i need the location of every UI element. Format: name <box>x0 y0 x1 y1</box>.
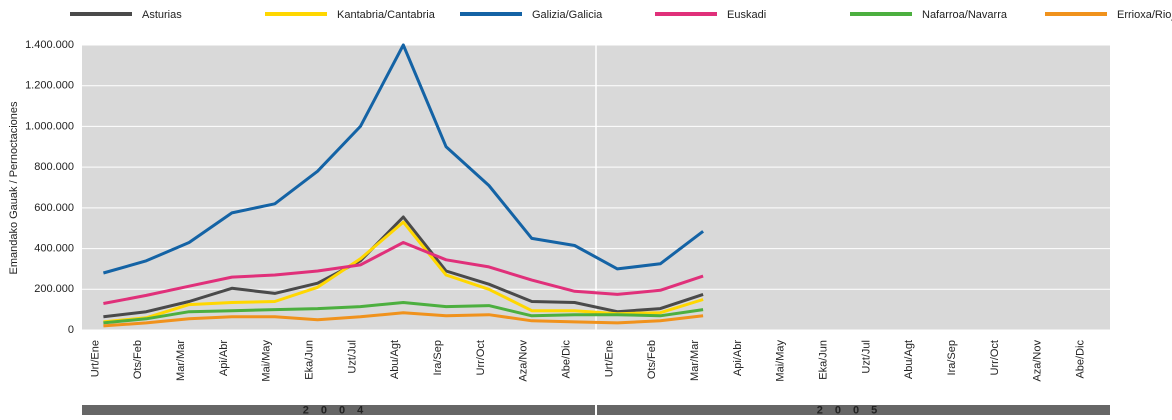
x-tick-label: Urr/Oct <box>475 340 487 375</box>
y-axis-label: Emandako Gauak / Pernoctaciones <box>8 101 20 275</box>
y-tick-label: 400.000 <box>34 242 74 254</box>
y-tick-label: 600.000 <box>34 202 74 214</box>
x-tick-label: Aza/Nov <box>518 340 530 382</box>
series-line <box>102 43 705 275</box>
legend-label: Errioxa/Rioja <box>1117 9 1172 21</box>
x-tick-label: Mar/Mar <box>689 340 701 381</box>
x-tick-label: Ira/Sep <box>946 340 958 375</box>
x-tick-label: Abu/Agt <box>389 340 401 379</box>
x-tick-label: Eka/Jun <box>817 340 829 380</box>
y-tick-label: 200.000 <box>34 283 74 295</box>
x-tick-label: Ira/Sep <box>432 340 444 375</box>
legend-label: Kantabria/Cantabria <box>337 9 436 21</box>
year-band <box>597 405 1110 415</box>
year-band <box>82 405 595 415</box>
series-line <box>103 311 704 328</box>
x-tick-label: Eka/Jun <box>303 340 315 380</box>
x-tick-label: Uzt/Jul <box>346 340 358 374</box>
year-label: 2005 <box>817 404 889 416</box>
x-tick-label: Urr/Oct <box>989 340 1001 375</box>
x-tick-label: Abe/Dic <box>1074 340 1086 379</box>
x-tick-label: Urt/Ene <box>603 340 615 377</box>
x-tick-label: Mai/May <box>261 340 273 382</box>
x-tick-label: Abe/Dic <box>560 340 572 379</box>
legend-label: Nafarroa/Navarra <box>922 9 1008 21</box>
year-label: 2004 <box>303 404 375 416</box>
x-tick-label: Aza/Nov <box>1032 340 1044 382</box>
legend-label: Galizia/Galicia <box>532 9 603 21</box>
x-tick-label: Api/Abr <box>218 340 230 376</box>
y-tick-label: 800.000 <box>34 161 74 173</box>
x-tick-label: Ots/Feb <box>132 340 144 379</box>
x-tick-label: Mar/Mar <box>175 340 187 381</box>
y-tick-label: 0 <box>68 324 74 336</box>
y-tick-label: 1.400.000 <box>25 39 74 51</box>
x-tick-label: Abu/Agt <box>903 340 915 379</box>
series-line <box>103 241 704 305</box>
x-tick-label: Api/Abr <box>732 340 744 376</box>
series-line <box>103 215 704 319</box>
legend-label: Euskadi <box>727 9 766 21</box>
series-line <box>103 220 704 324</box>
x-tick-label: Urt/Ene <box>89 340 101 377</box>
legend-label: Asturias <box>142 9 182 21</box>
x-tick-label: Mai/May <box>775 340 787 382</box>
series-line <box>103 301 704 325</box>
y-tick-label: 1.000.000 <box>25 120 74 132</box>
x-tick-label: Uzt/Jul <box>860 340 872 374</box>
x-tick-label: Ots/Feb <box>646 340 658 379</box>
y-tick-label: 1.200.000 <box>25 80 74 92</box>
